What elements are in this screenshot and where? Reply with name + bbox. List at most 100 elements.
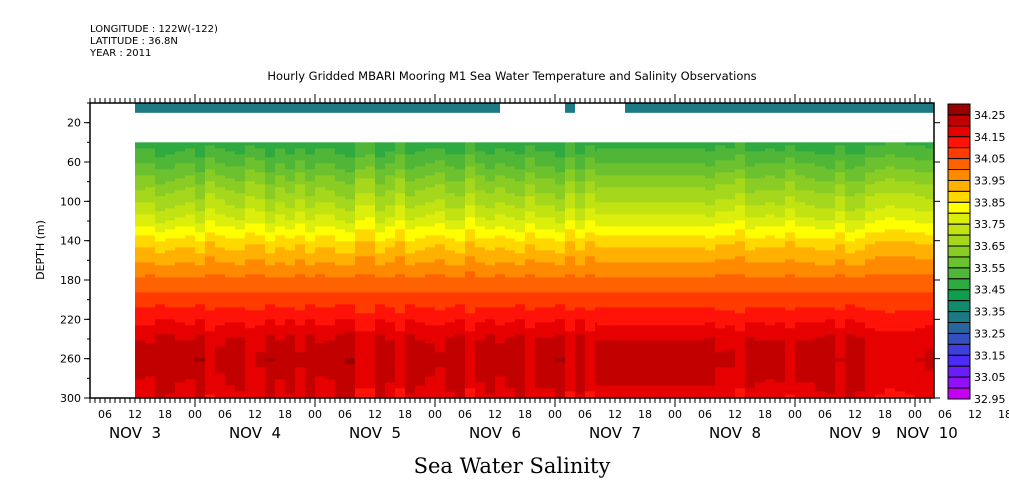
heatmap-cell — [307, 208, 310, 221]
heatmap-cell — [375, 241, 378, 254]
heatmap-cell — [543, 217, 546, 230]
heatmap-cell — [483, 151, 486, 164]
heatmap-cell — [621, 340, 624, 386]
heatmap-cell — [147, 142, 150, 149]
heatmap-cell — [515, 253, 518, 266]
heatmap-cell — [379, 169, 382, 185]
heatmap-cell — [165, 142, 168, 155]
heatmap-cell — [591, 331, 594, 392]
heatmap-cell — [185, 175, 188, 188]
heatmap-cell — [243, 220, 246, 230]
heatmap-cell — [451, 229, 454, 239]
heatmap-cell — [583, 154, 586, 170]
heatmap-cell — [279, 202, 282, 215]
heatmap-cell — [663, 277, 666, 293]
heatmap-cell — [687, 385, 690, 398]
heatmap-cell — [473, 229, 476, 242]
heatmap-cell — [723, 292, 726, 311]
heatmap-cell — [629, 187, 632, 203]
heatmap-cell — [349, 241, 352, 254]
heatmap-cell — [177, 238, 180, 248]
heatmap-cell — [299, 160, 302, 173]
heatmap-cell — [203, 361, 206, 398]
heatmap-cell — [589, 145, 592, 158]
heatmap-cell — [625, 385, 628, 398]
heatmap-cell — [603, 142, 606, 149]
heatmap-cell — [563, 265, 566, 278]
heatmap-cell — [615, 187, 618, 203]
heatmap-cell — [421, 238, 424, 251]
heatmap-cell — [549, 322, 552, 338]
heatmap-cell — [159, 142, 162, 158]
heatmap-cell — [157, 277, 160, 293]
heatmap-cell — [663, 325, 666, 341]
heatmap-cell — [257, 172, 260, 185]
heatmap-cell — [701, 142, 704, 149]
heatmap-cell — [363, 229, 366, 242]
heatmap-cell — [323, 307, 326, 326]
heatmap-cell — [449, 208, 452, 221]
heatmap-cell — [389, 262, 392, 278]
heatmap-cell — [307, 241, 310, 254]
heatmap-cell — [593, 220, 596, 233]
heatmap-cell — [701, 175, 704, 188]
heatmap-cell — [571, 310, 574, 332]
heatmap-cell — [711, 226, 714, 239]
heatmap-cell — [191, 226, 194, 236]
heatmap-cell — [359, 220, 362, 230]
heatmap-cell — [617, 214, 620, 227]
heatmap-cell — [703, 163, 706, 176]
heatmap-cell — [641, 142, 644, 149]
heatmap-cell — [503, 214, 506, 227]
heatmap-cell — [189, 307, 192, 326]
heatmap-cell — [315, 187, 318, 203]
heatmap-cell — [143, 142, 146, 149]
heatmap-cell — [245, 232, 248, 245]
heatmap-cell — [345, 331, 348, 359]
heatmap-cell — [213, 274, 216, 293]
heatmap-cell — [341, 292, 344, 305]
heatmap-cell — [599, 292, 602, 308]
heatmap-cell — [513, 205, 516, 218]
heatmap-cell — [281, 163, 284, 176]
heatmap-cell — [387, 382, 390, 398]
heatmap-cell — [375, 196, 378, 212]
heatmap-cell — [195, 232, 198, 242]
heatmap-cell — [289, 208, 292, 221]
heatmap-cell — [367, 193, 370, 206]
heatmap-cell — [173, 334, 176, 395]
heatmap-cell — [511, 250, 514, 263]
heatmap-cell — [585, 142, 588, 146]
heatmap-cell — [551, 142, 554, 152]
heatmap-cell — [491, 277, 494, 293]
heatmap-cell — [261, 367, 264, 398]
heatmap-cell — [239, 265, 242, 278]
heatmap-cell — [409, 229, 412, 242]
heatmap-cell — [349, 319, 352, 332]
heatmap-cell — [359, 256, 362, 275]
heatmap-cell — [219, 199, 222, 215]
heatmap-cell — [155, 292, 158, 305]
heatmap-cell — [333, 379, 336, 398]
heatmap-cell — [523, 265, 526, 278]
heatmap-cell — [255, 142, 258, 149]
heatmap-cell — [627, 214, 630, 227]
heatmap-cell — [585, 169, 588, 182]
heatmap-cell — [225, 262, 228, 278]
heatmap-cell — [137, 262, 140, 278]
heatmap-cell — [557, 277, 560, 293]
heatmap-cell — [169, 229, 172, 239]
heatmap-cell — [355, 229, 358, 242]
heatmap-cell — [495, 307, 498, 326]
heatmap-cell — [523, 154, 526, 170]
heatmap-cell — [707, 166, 710, 179]
heatmap-cell — [509, 262, 512, 278]
heatmap-cell — [345, 157, 348, 173]
heatmap-cell — [551, 178, 554, 194]
heatmap-cell — [587, 274, 590, 293]
heatmap-cell — [265, 142, 268, 158]
heatmap-cell — [481, 142, 484, 152]
heatmap-cell — [651, 163, 654, 176]
heatmap-cell — [563, 211, 566, 224]
heatmap-cell — [697, 262, 700, 278]
